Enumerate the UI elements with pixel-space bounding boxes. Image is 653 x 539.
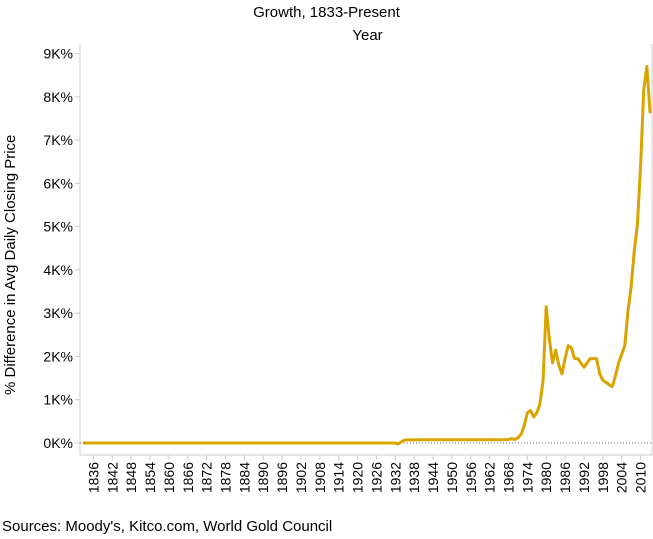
x-tick-label: 1884 <box>236 462 252 493</box>
x-tick-label: 1956 <box>463 462 479 493</box>
x-tick-label: 1980 <box>538 462 554 493</box>
x-tick-label: 1962 <box>482 462 498 493</box>
x-tick-label: 1914 <box>331 462 347 493</box>
x-tick-label: 1896 <box>274 462 290 493</box>
x-tick-label: 1860 <box>161 462 177 493</box>
x-tick-label: 1920 <box>350 462 366 493</box>
x-tick-label: 1992 <box>576 462 592 493</box>
x-tick-label: 1926 <box>368 462 384 493</box>
line-chart: 0K%1K%2K%3K%4K%5K%6K%7K%8K%9K% 1836 1842 1… <box>43 44 653 493</box>
x-tick-label: 1944 <box>425 462 441 493</box>
x-tick-label: 1902 <box>293 462 309 493</box>
x-tick-label: 1878 <box>218 462 234 493</box>
x-tick-label: 1986 <box>557 462 573 493</box>
x-tick-label: 1848 <box>123 462 139 493</box>
x-tick-label: 1908 <box>312 462 328 493</box>
y-ticks: 0K% 1K% 2K% 3K% 4K% 5K% 6K% 7K% 8K% 9K% <box>43 46 80 451</box>
x-tick-label: 2010 <box>633 462 649 493</box>
x-tick-label: 1998 <box>595 462 611 493</box>
source-note: Sources: Moody's, Kitco.com, World Gold … <box>2 518 333 535</box>
axes <box>79 44 653 456</box>
y-tick-label: 9K% <box>43 46 73 62</box>
x-tick-label: 1872 <box>199 462 215 493</box>
y-tick-label: 8K% <box>43 89 73 105</box>
y-tick-label: 0K% <box>43 435 73 451</box>
x-tick-label: 1854 <box>142 462 158 493</box>
growth-series-line <box>82 65 652 446</box>
y-tick-label: 2K% <box>43 348 73 364</box>
y-tick-label: 6K% <box>43 175 73 191</box>
y-tick-label: 7K% <box>43 132 73 148</box>
x-tick-label: 1968 <box>501 462 517 493</box>
x-tick-label: 1932 <box>387 462 403 493</box>
x-tick-label: 1866 <box>180 462 196 493</box>
y-tick-label: 3K% <box>43 305 73 321</box>
x-ticks: 1836 1842 1848 1854 1860 1866 1872 1878 1884 1890… <box>85 455 649 493</box>
chart-title: Growth, 1833-Present <box>253 4 400 21</box>
x-tick-label: 1950 <box>444 462 460 493</box>
plot-area <box>80 65 652 446</box>
y-tick-label: 1K% <box>43 392 73 408</box>
y-tick-label: 4K% <box>43 262 73 278</box>
x-tick-label: 1842 <box>104 462 120 493</box>
x-tick-label: 1836 <box>85 462 101 493</box>
x-tick-label: 1938 <box>406 462 422 493</box>
x-tick-label: 1974 <box>519 462 535 493</box>
y-tick-label: 5K% <box>43 219 73 235</box>
x-tick-label: 2004 <box>614 462 630 493</box>
x-axis-title: Year <box>352 27 383 44</box>
x-tick-label: 1890 <box>255 462 271 493</box>
